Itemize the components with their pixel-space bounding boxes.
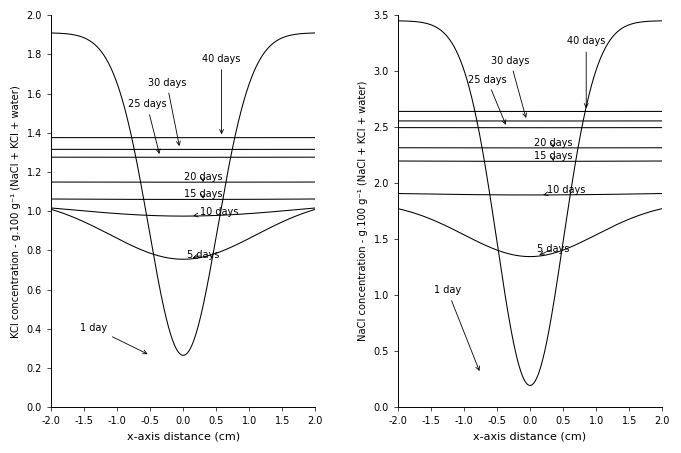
Text: 25 days: 25 days <box>468 75 507 124</box>
Text: 20 days: 20 days <box>534 138 573 148</box>
Text: 15 days: 15 days <box>184 189 222 199</box>
X-axis label: x-axis distance (cm): x-axis distance (cm) <box>127 432 240 442</box>
Text: 1 day: 1 day <box>80 323 147 354</box>
Text: 40 days: 40 days <box>567 37 605 107</box>
Text: 5 days: 5 days <box>537 244 569 255</box>
Text: 15 days: 15 days <box>534 151 573 161</box>
Text: 10 days: 10 days <box>194 207 239 217</box>
Text: 25 days: 25 days <box>127 99 166 153</box>
Text: 1 day: 1 day <box>434 285 479 370</box>
Y-axis label: NaCl concentration - g.100 g⁻¹ (NaCl + KCl + water): NaCl concentration - g.100 g⁻¹ (NaCl + K… <box>358 81 368 342</box>
Y-axis label: KCl concentration - g.100 g⁻¹ (NaCl + KCl + water): KCl concentration - g.100 g⁻¹ (NaCl + KC… <box>11 85 21 337</box>
Text: 20 days: 20 days <box>184 172 222 182</box>
Text: 40 days: 40 days <box>202 54 241 133</box>
Text: 30 days: 30 days <box>491 56 529 117</box>
X-axis label: x-axis distance (cm): x-axis distance (cm) <box>473 432 586 442</box>
Text: 10 days: 10 days <box>544 185 586 196</box>
Text: 5 days: 5 days <box>187 250 219 260</box>
Text: 30 days: 30 days <box>148 77 186 145</box>
